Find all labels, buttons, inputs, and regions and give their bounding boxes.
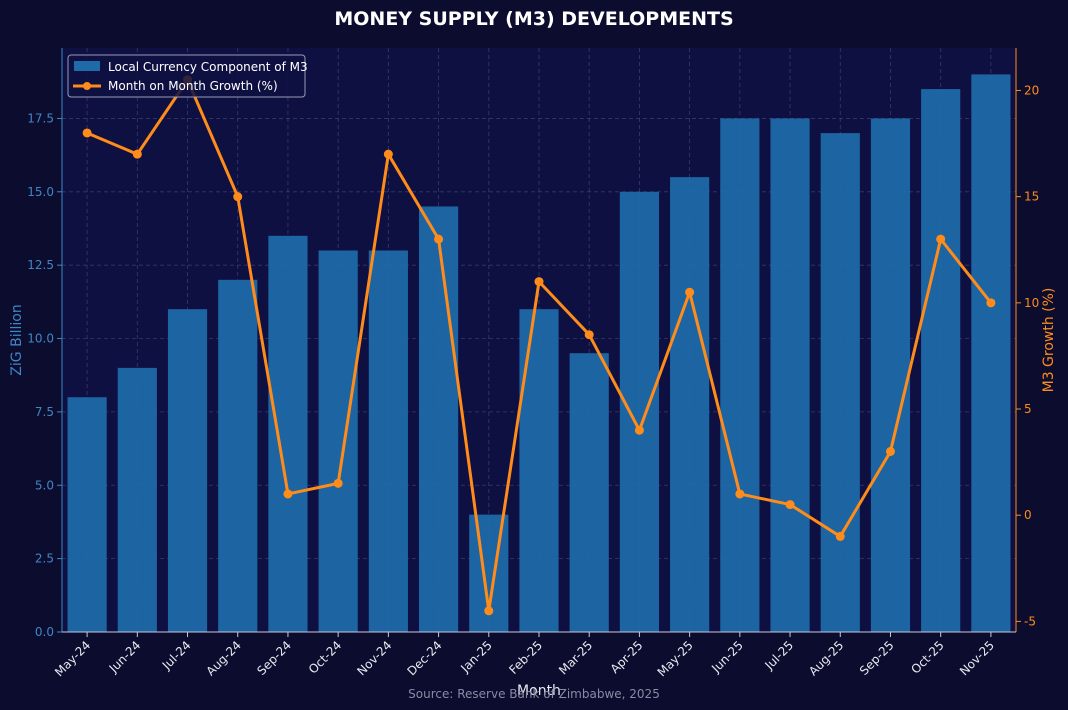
legend-label-bars: Local Currency Component of M3: [108, 60, 308, 74]
bar: [117, 367, 157, 632]
legend-label-line: Month on Month Growth (%): [108, 79, 278, 93]
bar: [770, 118, 810, 633]
left-tick-label: 7.5: [35, 405, 54, 419]
bar: [720, 118, 760, 633]
left-axis-label: ZiG Billion: [9, 304, 25, 375]
bar: [67, 397, 107, 632]
bar-series: [67, 74, 1011, 633]
growth-point: [835, 531, 845, 541]
growth-point: [283, 489, 293, 499]
growth-point: [936, 234, 946, 244]
growth-point: [82, 128, 92, 138]
growth-point: [885, 446, 895, 456]
growth-point: [333, 478, 343, 488]
right-tick-label: 10: [1024, 296, 1039, 310]
chart-title: MONEY SUPPLY (M3) DEVELOPMENTS: [334, 8, 733, 30]
bar: [368, 250, 408, 632]
left-tick-label: 0.0: [35, 625, 54, 639]
line-series: [82, 75, 996, 616]
bar: [218, 279, 258, 632]
growth-point: [785, 500, 795, 510]
x-axis-label: Month: [517, 683, 561, 699]
bar: [318, 250, 358, 632]
growth-point: [132, 149, 142, 159]
growth-point: [986, 298, 996, 308]
left-tick-label: 15.0: [27, 185, 54, 199]
growth-point: [735, 489, 745, 499]
growth-point: [685, 287, 695, 297]
bar: [268, 235, 308, 632]
right-tick-label: 5: [1024, 402, 1032, 416]
growth-point: [584, 330, 594, 340]
right-tick-label: 15: [1024, 190, 1039, 204]
bar: [971, 74, 1011, 633]
growth-point: [434, 234, 444, 244]
legend-line-marker: [83, 82, 91, 90]
bar: [619, 191, 660, 632]
bar: [670, 177, 710, 633]
legend-box: [67, 54, 306, 98]
growth-point: [383, 149, 393, 159]
left-tick-label: 10.0: [27, 332, 54, 346]
left-tick-label: 2.5: [35, 552, 54, 566]
bar: [519, 309, 559, 632]
bar: [870, 118, 911, 633]
bar: [418, 206, 459, 633]
growth-point: [233, 192, 243, 202]
right-tick-label: -5: [1024, 614, 1036, 628]
growth-point: [534, 277, 544, 287]
bar: [921, 89, 961, 632]
left-tick-label: 12.5: [27, 258, 54, 272]
left-tick-label: 5.0: [35, 478, 54, 492]
growth-point: [484, 606, 494, 616]
bar: [569, 353, 609, 632]
legend-bar-swatch: [74, 61, 100, 71]
source-note: Source: Reserve Bank of Zimbabwe, 2025: [408, 687, 660, 701]
right-tick-label: 20: [1024, 83, 1039, 97]
left-tick-label: 17.5: [27, 111, 54, 125]
right-tick-label: 0: [1024, 508, 1032, 522]
legend: Local Currency Component of M3 Month on …: [67, 54, 308, 98]
right-axis-label: M3 Growth (%): [1041, 288, 1057, 393]
bar: [820, 133, 860, 632]
growth-point: [634, 425, 644, 435]
bar: [167, 309, 208, 632]
